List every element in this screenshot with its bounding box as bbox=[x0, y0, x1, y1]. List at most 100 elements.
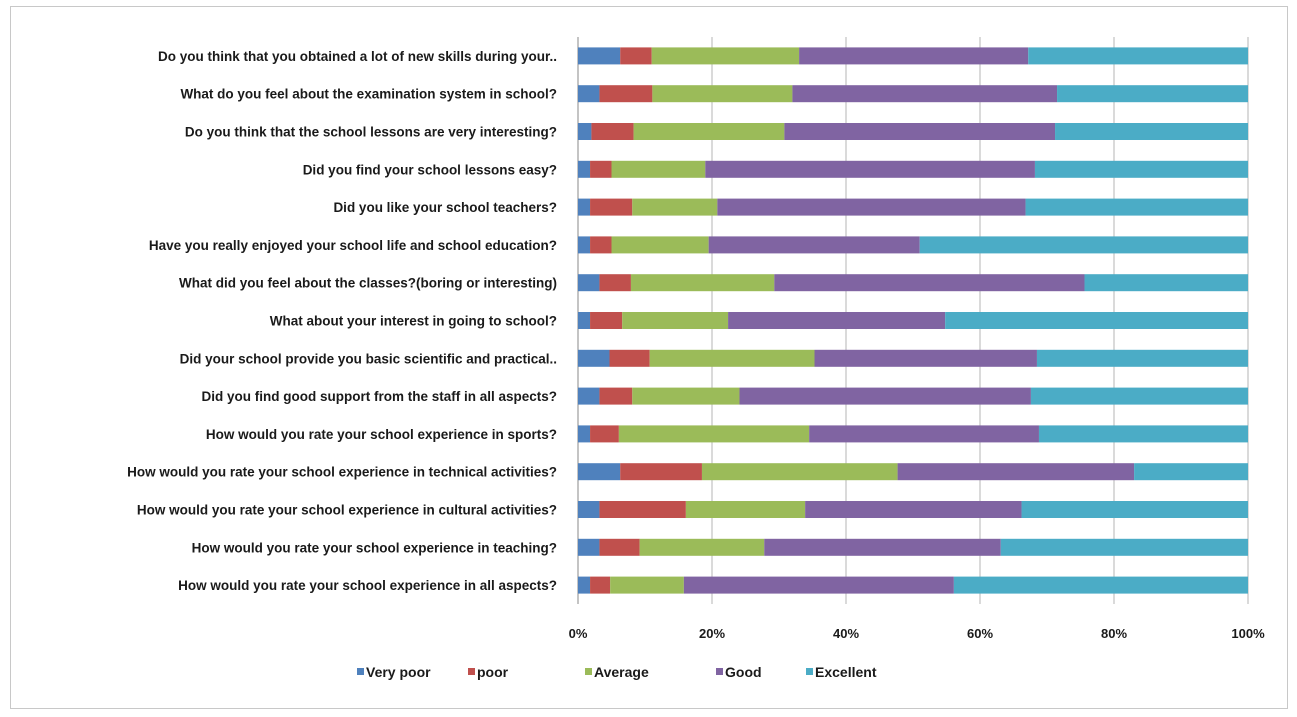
bar-segment bbox=[685, 501, 806, 518]
category-label: Do you think that you obtained a lot of … bbox=[158, 49, 557, 64]
bar-segment bbox=[578, 349, 610, 367]
bar-segment bbox=[578, 47, 621, 65]
bar-segment bbox=[578, 425, 591, 443]
x-tick-label: 80% bbox=[1101, 626, 1127, 641]
bar-segment bbox=[945, 312, 1248, 329]
bar-segment bbox=[578, 85, 600, 103]
legend-label: Average bbox=[594, 664, 649, 680]
legend-label: Good bbox=[725, 664, 762, 680]
category-label: What do you feel about the examination s… bbox=[180, 87, 557, 102]
category-label: How would you rate your school experienc… bbox=[127, 465, 557, 480]
bar-segment bbox=[632, 198, 718, 216]
bar-segment bbox=[705, 160, 1035, 178]
category-label: What about your interest in going to sch… bbox=[270, 314, 557, 329]
bar-segment bbox=[620, 47, 652, 65]
bar-segment bbox=[599, 274, 631, 292]
category-label: Did you find your school lessons easy? bbox=[303, 162, 557, 177]
bar-segment bbox=[1134, 463, 1248, 481]
bar-segment bbox=[611, 236, 709, 254]
bar-segment bbox=[620, 463, 702, 481]
bar-segment bbox=[784, 123, 1056, 140]
bar-segment bbox=[639, 538, 765, 556]
bar-segment bbox=[897, 463, 1135, 481]
bar-segment bbox=[774, 274, 1085, 292]
bar-segment bbox=[1034, 160, 1248, 178]
bar-segment bbox=[799, 47, 1029, 65]
bar-segment bbox=[651, 47, 800, 65]
bar-segment bbox=[591, 123, 634, 140]
bar-segment bbox=[1084, 274, 1248, 292]
legend-swatch bbox=[585, 668, 592, 675]
category-label: How would you rate your school experienc… bbox=[192, 540, 557, 555]
x-tick-label: 100% bbox=[1231, 626, 1265, 641]
category-label: Do you think that the school lessons are… bbox=[185, 125, 557, 140]
bar-segment bbox=[652, 85, 793, 103]
category-label: How would you rate your school experienc… bbox=[178, 578, 557, 593]
bar-segment bbox=[578, 274, 600, 292]
bar-segment bbox=[578, 387, 600, 405]
bar-segment bbox=[599, 85, 653, 103]
x-tick-label: 20% bbox=[699, 626, 725, 641]
bar-segment bbox=[630, 274, 775, 292]
bar-segment bbox=[590, 160, 612, 178]
bar-segment bbox=[805, 501, 1022, 518]
bar-segment bbox=[739, 387, 1031, 405]
bar-segment bbox=[610, 576, 684, 594]
bar-segment bbox=[611, 160, 706, 178]
bar-segment bbox=[1038, 425, 1248, 443]
bar-segment bbox=[578, 463, 621, 481]
bar-segment bbox=[708, 236, 920, 254]
bar-segment bbox=[609, 349, 650, 367]
category-label: What did you feel about the classes?(bor… bbox=[179, 276, 557, 291]
bar-segment bbox=[1028, 47, 1248, 65]
legend-swatch bbox=[357, 668, 364, 675]
x-tick-label: 0% bbox=[569, 626, 588, 641]
bar-segment bbox=[633, 123, 785, 140]
category-label: How would you rate your school experienc… bbox=[206, 427, 557, 442]
category-label: Did your school provide you basic scient… bbox=[180, 351, 557, 366]
bar-segment bbox=[1025, 198, 1248, 216]
bar-segment bbox=[764, 538, 1001, 556]
bar-segment bbox=[809, 425, 1039, 443]
bar-segment bbox=[717, 198, 1026, 216]
bar-segment bbox=[1055, 123, 1248, 140]
legend-label: Excellent bbox=[815, 664, 877, 680]
bar-segment bbox=[590, 312, 623, 329]
bar-segment bbox=[599, 387, 633, 405]
bar-segment bbox=[1021, 501, 1248, 518]
category-label: How would you rate your school experienc… bbox=[137, 503, 557, 518]
legend-swatch bbox=[716, 668, 723, 675]
bar-segment bbox=[1030, 387, 1248, 405]
bar-segment bbox=[1036, 349, 1248, 367]
bar-segment bbox=[578, 236, 591, 254]
legend-label: poor bbox=[477, 664, 509, 680]
category-label: Did you like your school teachers? bbox=[333, 200, 557, 215]
bar-segment bbox=[632, 387, 740, 405]
x-tick-label: 60% bbox=[967, 626, 993, 641]
bar-segment bbox=[599, 538, 640, 556]
bar-segment bbox=[578, 576, 591, 594]
bar-segment bbox=[1000, 538, 1248, 556]
bar-segment bbox=[590, 198, 633, 216]
bar-segment bbox=[728, 312, 946, 329]
bar-segment bbox=[792, 85, 1058, 103]
bar-segment bbox=[578, 312, 591, 329]
bar-segment bbox=[701, 463, 898, 481]
bar-segment bbox=[649, 349, 815, 367]
bar-segment bbox=[599, 501, 686, 518]
legend-swatch bbox=[806, 668, 813, 675]
bar-segment bbox=[590, 236, 612, 254]
category-label: Have you really enjoyed your school life… bbox=[149, 238, 557, 253]
bar-segment bbox=[578, 198, 591, 216]
bar-segment bbox=[622, 312, 729, 329]
legend-swatch bbox=[468, 668, 475, 675]
bar-segment bbox=[578, 123, 592, 140]
x-tick-label: 40% bbox=[833, 626, 859, 641]
bar-segment bbox=[683, 576, 954, 594]
bar-segment bbox=[590, 425, 619, 443]
category-label: Did you find good support from the staff… bbox=[201, 389, 557, 404]
bar-segment bbox=[578, 160, 591, 178]
bar-segment bbox=[814, 349, 1037, 367]
bar-segment bbox=[590, 576, 611, 594]
